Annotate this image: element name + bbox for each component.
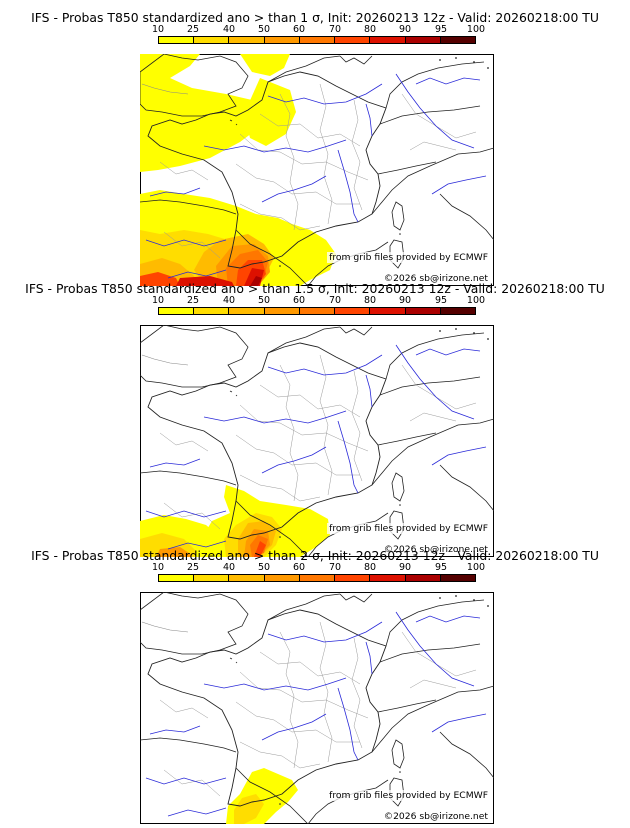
scale-tick: 25 (186, 562, 200, 573)
scale-tick: 100 (466, 24, 486, 35)
scale-tick: 70 (328, 295, 342, 306)
scale-tick: 10 (151, 562, 165, 573)
scale-swatch (159, 575, 195, 581)
scale-tick: 50 (257, 562, 271, 573)
scale-tick: 10 (151, 24, 165, 35)
scale-swatch (299, 37, 336, 43)
scale-swatch (440, 308, 475, 314)
scale-swatch (264, 37, 300, 43)
data-source-credit: from grib files provided by ECMWF (327, 252, 490, 263)
scale-tick: 95 (434, 562, 448, 573)
scale-tick: 50 (257, 24, 271, 35)
scale-tick: 40 (222, 562, 236, 573)
scale-tick: 100 (466, 562, 486, 573)
scale-swatch (370, 308, 406, 314)
scale-tick: 40 (222, 295, 236, 306)
scale-tick: 25 (186, 24, 200, 35)
scale-tick: 90 (398, 24, 412, 35)
scale-tick: 95 (434, 295, 448, 306)
map-panel-1: IFS - Probas T850 standardized ano > tha… (0, 10, 630, 286)
copyright-credit: ©2026 sb@irizone.net (381, 544, 490, 555)
scale-swatch (229, 308, 265, 314)
color-scale-bar (158, 574, 476, 582)
scale-tick: 80 (363, 295, 377, 306)
scale-tick: 90 (398, 562, 412, 573)
scale-swatch (194, 308, 230, 314)
copyright-credit: ©2026 sb@irizone.net (381, 811, 490, 822)
scale-swatch (159, 308, 195, 314)
data-source-credit: from grib files provided by ECMWF (327, 523, 490, 534)
scale-swatch (194, 37, 230, 43)
scale-swatch (229, 575, 265, 581)
scale-swatch (159, 37, 195, 43)
scale-tick: 60 (292, 295, 306, 306)
scale-swatch (405, 308, 441, 314)
color-scale-labels: 10 25 40 50 60 70 80 90 95 100 (152, 24, 485, 35)
panel-title: IFS - Probas T850 standardized ano > tha… (31, 10, 599, 25)
scale-swatch (299, 308, 336, 314)
scale-tick: 100 (466, 295, 486, 306)
scale-tick: 60 (292, 562, 306, 573)
color-scale-labels: 10 25 40 50 60 70 80 90 95 100 (152, 562, 485, 573)
scale-tick: 25 (186, 295, 200, 306)
color-scale-bar (158, 36, 476, 44)
color-scale-bar (158, 307, 476, 315)
scale-swatch (440, 575, 475, 581)
map-panel-2: IFS - Probas T850 standardized ano > tha… (0, 281, 630, 557)
scale-tick: 80 (363, 24, 377, 35)
map-view: from grib files provided by ECMWF ©2026 … (140, 54, 494, 286)
data-source-credit: from grib files provided by ECMWF (327, 790, 490, 801)
panel-title: IFS - Probas T850 standardized ano > tha… (25, 281, 605, 296)
scale-tick: 80 (363, 562, 377, 573)
copyright-credit: ©2026 sb@irizone.net (381, 273, 490, 284)
scale-swatch (440, 37, 475, 43)
color-scale-labels: 10 25 40 50 60 70 80 90 95 100 (152, 295, 485, 306)
scale-swatch (229, 37, 265, 43)
map-panel-3: IFS - Probas T850 standardized ano > tha… (0, 548, 630, 824)
scale-tick: 95 (434, 24, 448, 35)
scale-tick: 70 (328, 24, 342, 35)
scale-tick: 50 (257, 295, 271, 306)
scale-tick: 70 (328, 562, 342, 573)
map-view: from grib files provided by ECMWF ©2026 … (140, 592, 494, 824)
scale-swatch (405, 575, 441, 581)
scale-tick: 40 (222, 24, 236, 35)
scale-swatch (335, 37, 371, 43)
scale-swatch (335, 575, 371, 581)
scale-swatch (299, 575, 336, 581)
scale-swatch (405, 37, 441, 43)
scale-swatch (264, 575, 300, 581)
scale-tick: 10 (151, 295, 165, 306)
scale-swatch (335, 308, 371, 314)
scale-swatch (264, 308, 300, 314)
scale-tick: 60 (292, 24, 306, 35)
probability-field (140, 54, 336, 286)
scale-swatch (370, 37, 406, 43)
scale-swatch (194, 575, 230, 581)
map-view: from grib files provided by ECMWF ©2026 … (140, 325, 494, 557)
scale-tick: 90 (398, 295, 412, 306)
scale-swatch (370, 575, 406, 581)
panel-title: IFS - Probas T850 standardized ano > tha… (31, 548, 599, 563)
